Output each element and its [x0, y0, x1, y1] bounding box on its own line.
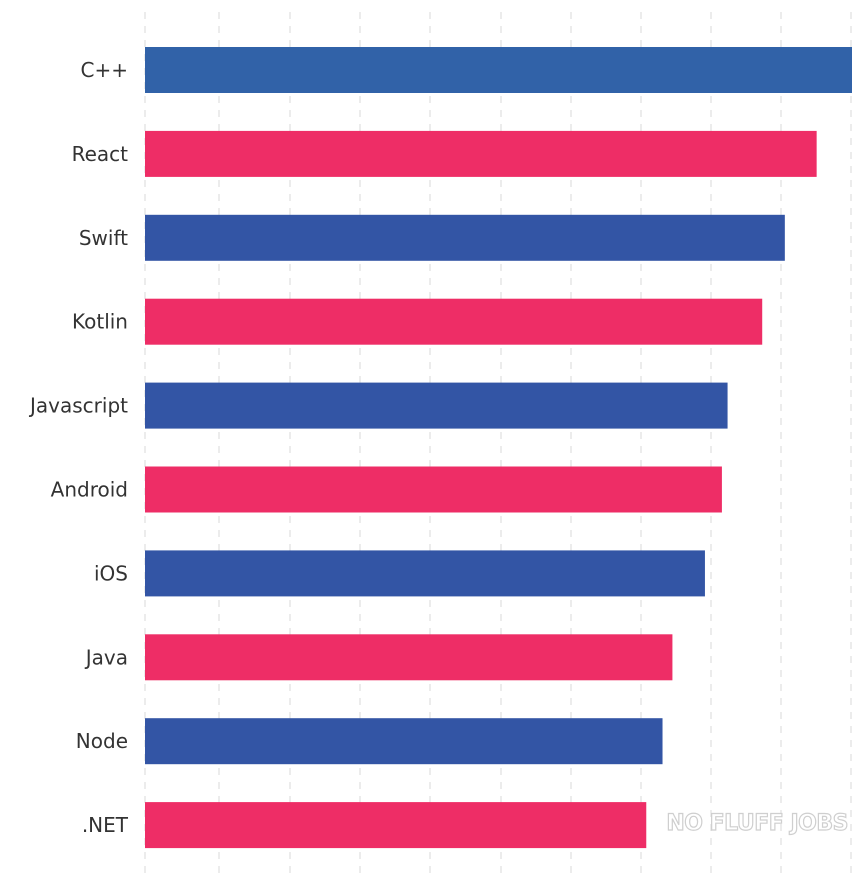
- bars: [145, 47, 852, 849]
- bar-react: [145, 130, 817, 177]
- label-android: Android: [51, 478, 128, 502]
- bar-ios: [145, 550, 705, 597]
- label-c: C++: [81, 58, 128, 82]
- label-java: Java: [84, 645, 128, 669]
- category-labels: C++ React Swift Kotlin Javascript Android iOS J…: [28, 58, 129, 837]
- label-node: Node: [76, 729, 128, 753]
- label-swift: Swift: [79, 226, 128, 250]
- label-react: React: [72, 142, 129, 166]
- label-ios: iOS: [94, 561, 128, 585]
- bar-swift: [145, 214, 785, 261]
- bar-kotlin: [145, 298, 763, 345]
- label-kotlin: Kotlin: [72, 310, 128, 334]
- bar-net: [145, 802, 647, 849]
- bar-node: [145, 718, 663, 765]
- label-net: .NET: [82, 813, 129, 837]
- bar-c: [145, 47, 852, 93]
- watermark-logo: NO FLUFF JOBS: [666, 811, 848, 836]
- label-javascript: Javascript: [28, 394, 128, 418]
- bar-java: [145, 634, 673, 681]
- bar-javascript: [145, 382, 728, 429]
- bar-android: [145, 466, 722, 513]
